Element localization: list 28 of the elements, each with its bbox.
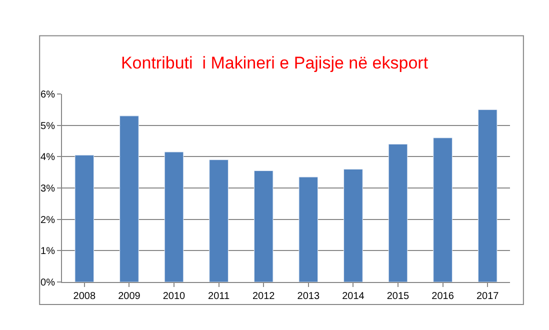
x-tick-label: 2014 [342,291,365,302]
y-tick-label: 2% [40,214,56,226]
x-tick-label: 2010 [162,291,186,302]
bar [120,116,139,282]
x-tick-label: 2015 [386,291,410,302]
x-tick-label: 2013 [297,291,320,302]
y-tick-label: 6% [40,90,56,100]
bar [164,152,184,282]
chart-title: Kontributi i Makineri e Pajisje në eksport [120,54,428,73]
x-tick-label: 2017 [476,291,500,302]
x-tick-label: 2016 [432,291,454,302]
x-tick-label: 2009 [118,291,141,302]
y-tick-label: 3% [40,184,56,194]
y-tick-label: 1% [40,246,56,258]
bar [254,170,274,282]
y-tick-label: 0% [40,278,56,288]
bar [388,144,408,282]
bar [298,176,318,282]
bar [433,138,452,282]
bar [209,160,228,282]
bar [74,154,94,282]
y-tick-label: 5% [40,120,56,132]
bar [478,109,498,282]
x-tick-label: 2008 [73,291,96,302]
x-tick-label: 2011 [208,291,230,302]
bar [344,168,363,282]
y-tick-label: 4% [40,152,56,164]
x-tick-label: 2012 [252,291,276,302]
